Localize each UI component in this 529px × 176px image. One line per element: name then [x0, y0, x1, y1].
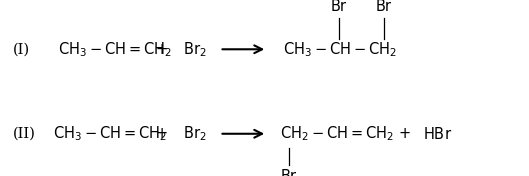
Text: Br: Br — [281, 169, 297, 176]
Text: $\mathregular{CH_3-CH=CH_2}$: $\mathregular{CH_3-CH=CH_2}$ — [53, 124, 167, 143]
Text: +: + — [156, 126, 167, 141]
Text: (II): (II) — [13, 127, 36, 141]
Text: (I): (I) — [13, 42, 30, 56]
Text: +: + — [156, 42, 167, 57]
Text: Br: Br — [331, 0, 347, 14]
Text: +: + — [399, 126, 411, 141]
Text: $\mathregular{HBr}$: $\mathregular{HBr}$ — [423, 126, 452, 142]
Text: $\mathregular{CH_3-CH=CH_2}$: $\mathregular{CH_3-CH=CH_2}$ — [58, 40, 172, 59]
Text: $\mathregular{Br_2}$: $\mathregular{Br_2}$ — [183, 124, 206, 143]
Text: $\mathregular{CH_3-CH-CH_2}$: $\mathregular{CH_3-CH-CH_2}$ — [283, 40, 397, 59]
Text: $\mathregular{Br_2}$: $\mathregular{Br_2}$ — [183, 40, 206, 59]
Text: $\mathregular{CH_2-CH=CH_2}$: $\mathregular{CH_2-CH=CH_2}$ — [280, 124, 395, 143]
Text: Br: Br — [376, 0, 392, 14]
